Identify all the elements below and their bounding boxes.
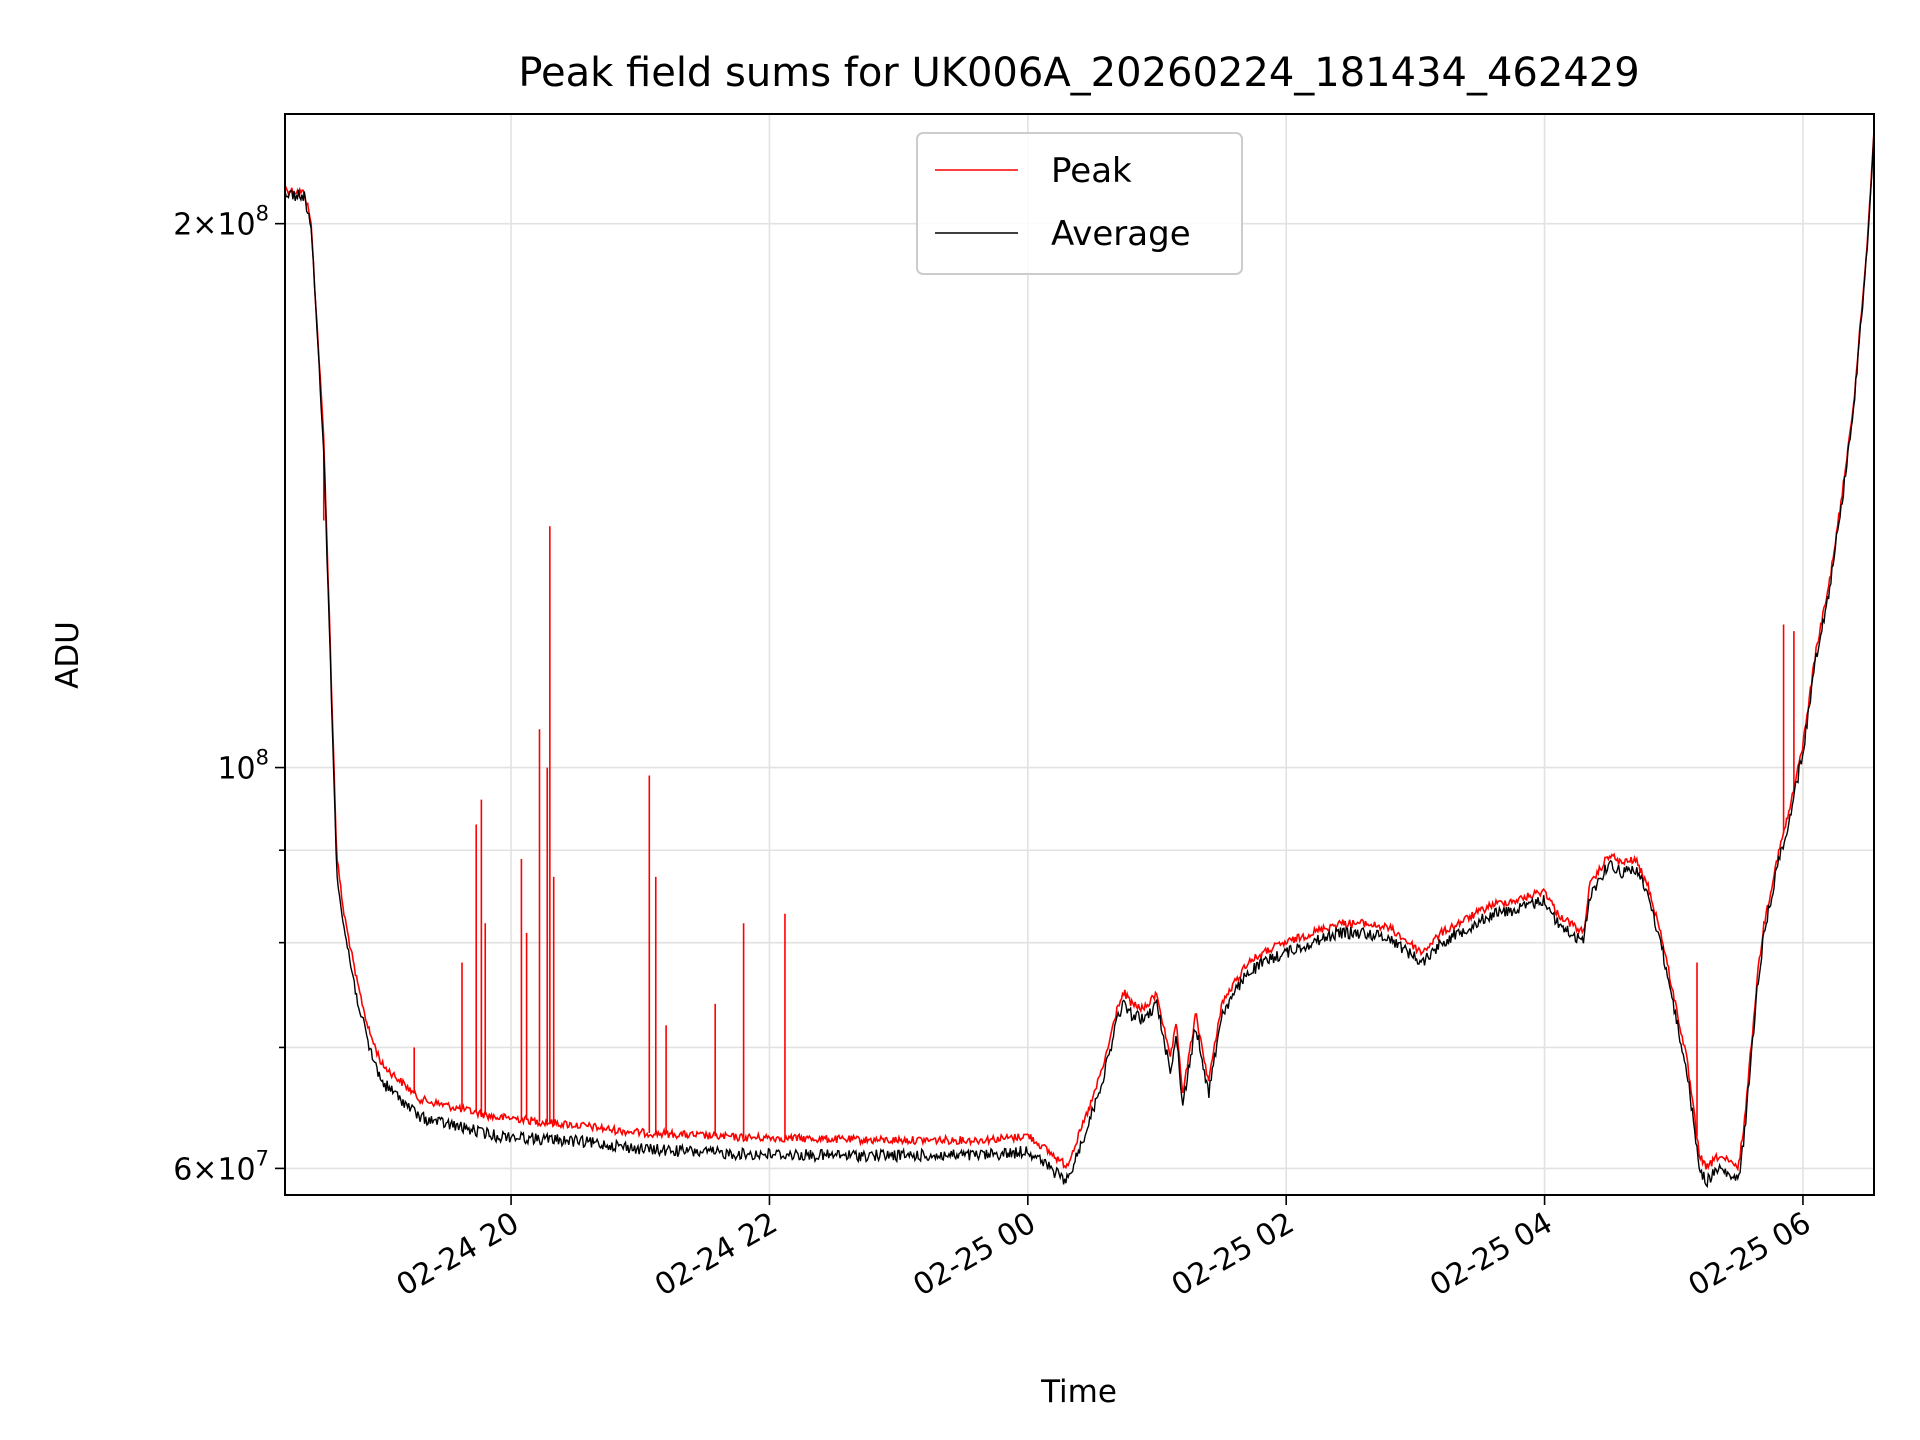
- legend-label-average: Average: [1051, 214, 1191, 254]
- x-tick-label: 02-24 22: [649, 1206, 783, 1304]
- legend-box: [916, 132, 1243, 275]
- series-line-average: [285, 131, 1874, 1189]
- series-line-peak: [285, 129, 1874, 1172]
- x-axis-ticks: 02-24 20 02-24 22 02-25 00 02-25 02 02-25 04…: [391, 1195, 1817, 1303]
- chart-title: Peak field sums for UK006A_20260224_1814…: [518, 50, 1639, 96]
- y-axis-ticks: 6×107 108 2×108: [173, 202, 285, 1187]
- plot-frame: [284, 113, 1875, 1196]
- x-tick-label: 02-25 02: [1166, 1206, 1300, 1304]
- x-axis-label: Time: [1040, 1374, 1117, 1410]
- y-tick-label: 2×108: [173, 202, 269, 243]
- series-layer: [285, 129, 1874, 1189]
- legend: Peak Average: [916, 132, 1243, 275]
- x-tick-label: 02-25 06: [1683, 1206, 1817, 1304]
- y-tick-label: 6×107: [173, 1146, 269, 1187]
- x-tick-label: 02-25 04: [1424, 1206, 1558, 1304]
- legend-label-peak: Peak: [1051, 151, 1132, 191]
- y-tick-label: 108: [217, 746, 269, 787]
- y-axis-label: ADU: [50, 621, 86, 689]
- x-tick-label: 02-24 20: [391, 1206, 525, 1304]
- grid-lines: [285, 114, 1874, 1195]
- x-tick-label: 02-25 00: [908, 1206, 1042, 1304]
